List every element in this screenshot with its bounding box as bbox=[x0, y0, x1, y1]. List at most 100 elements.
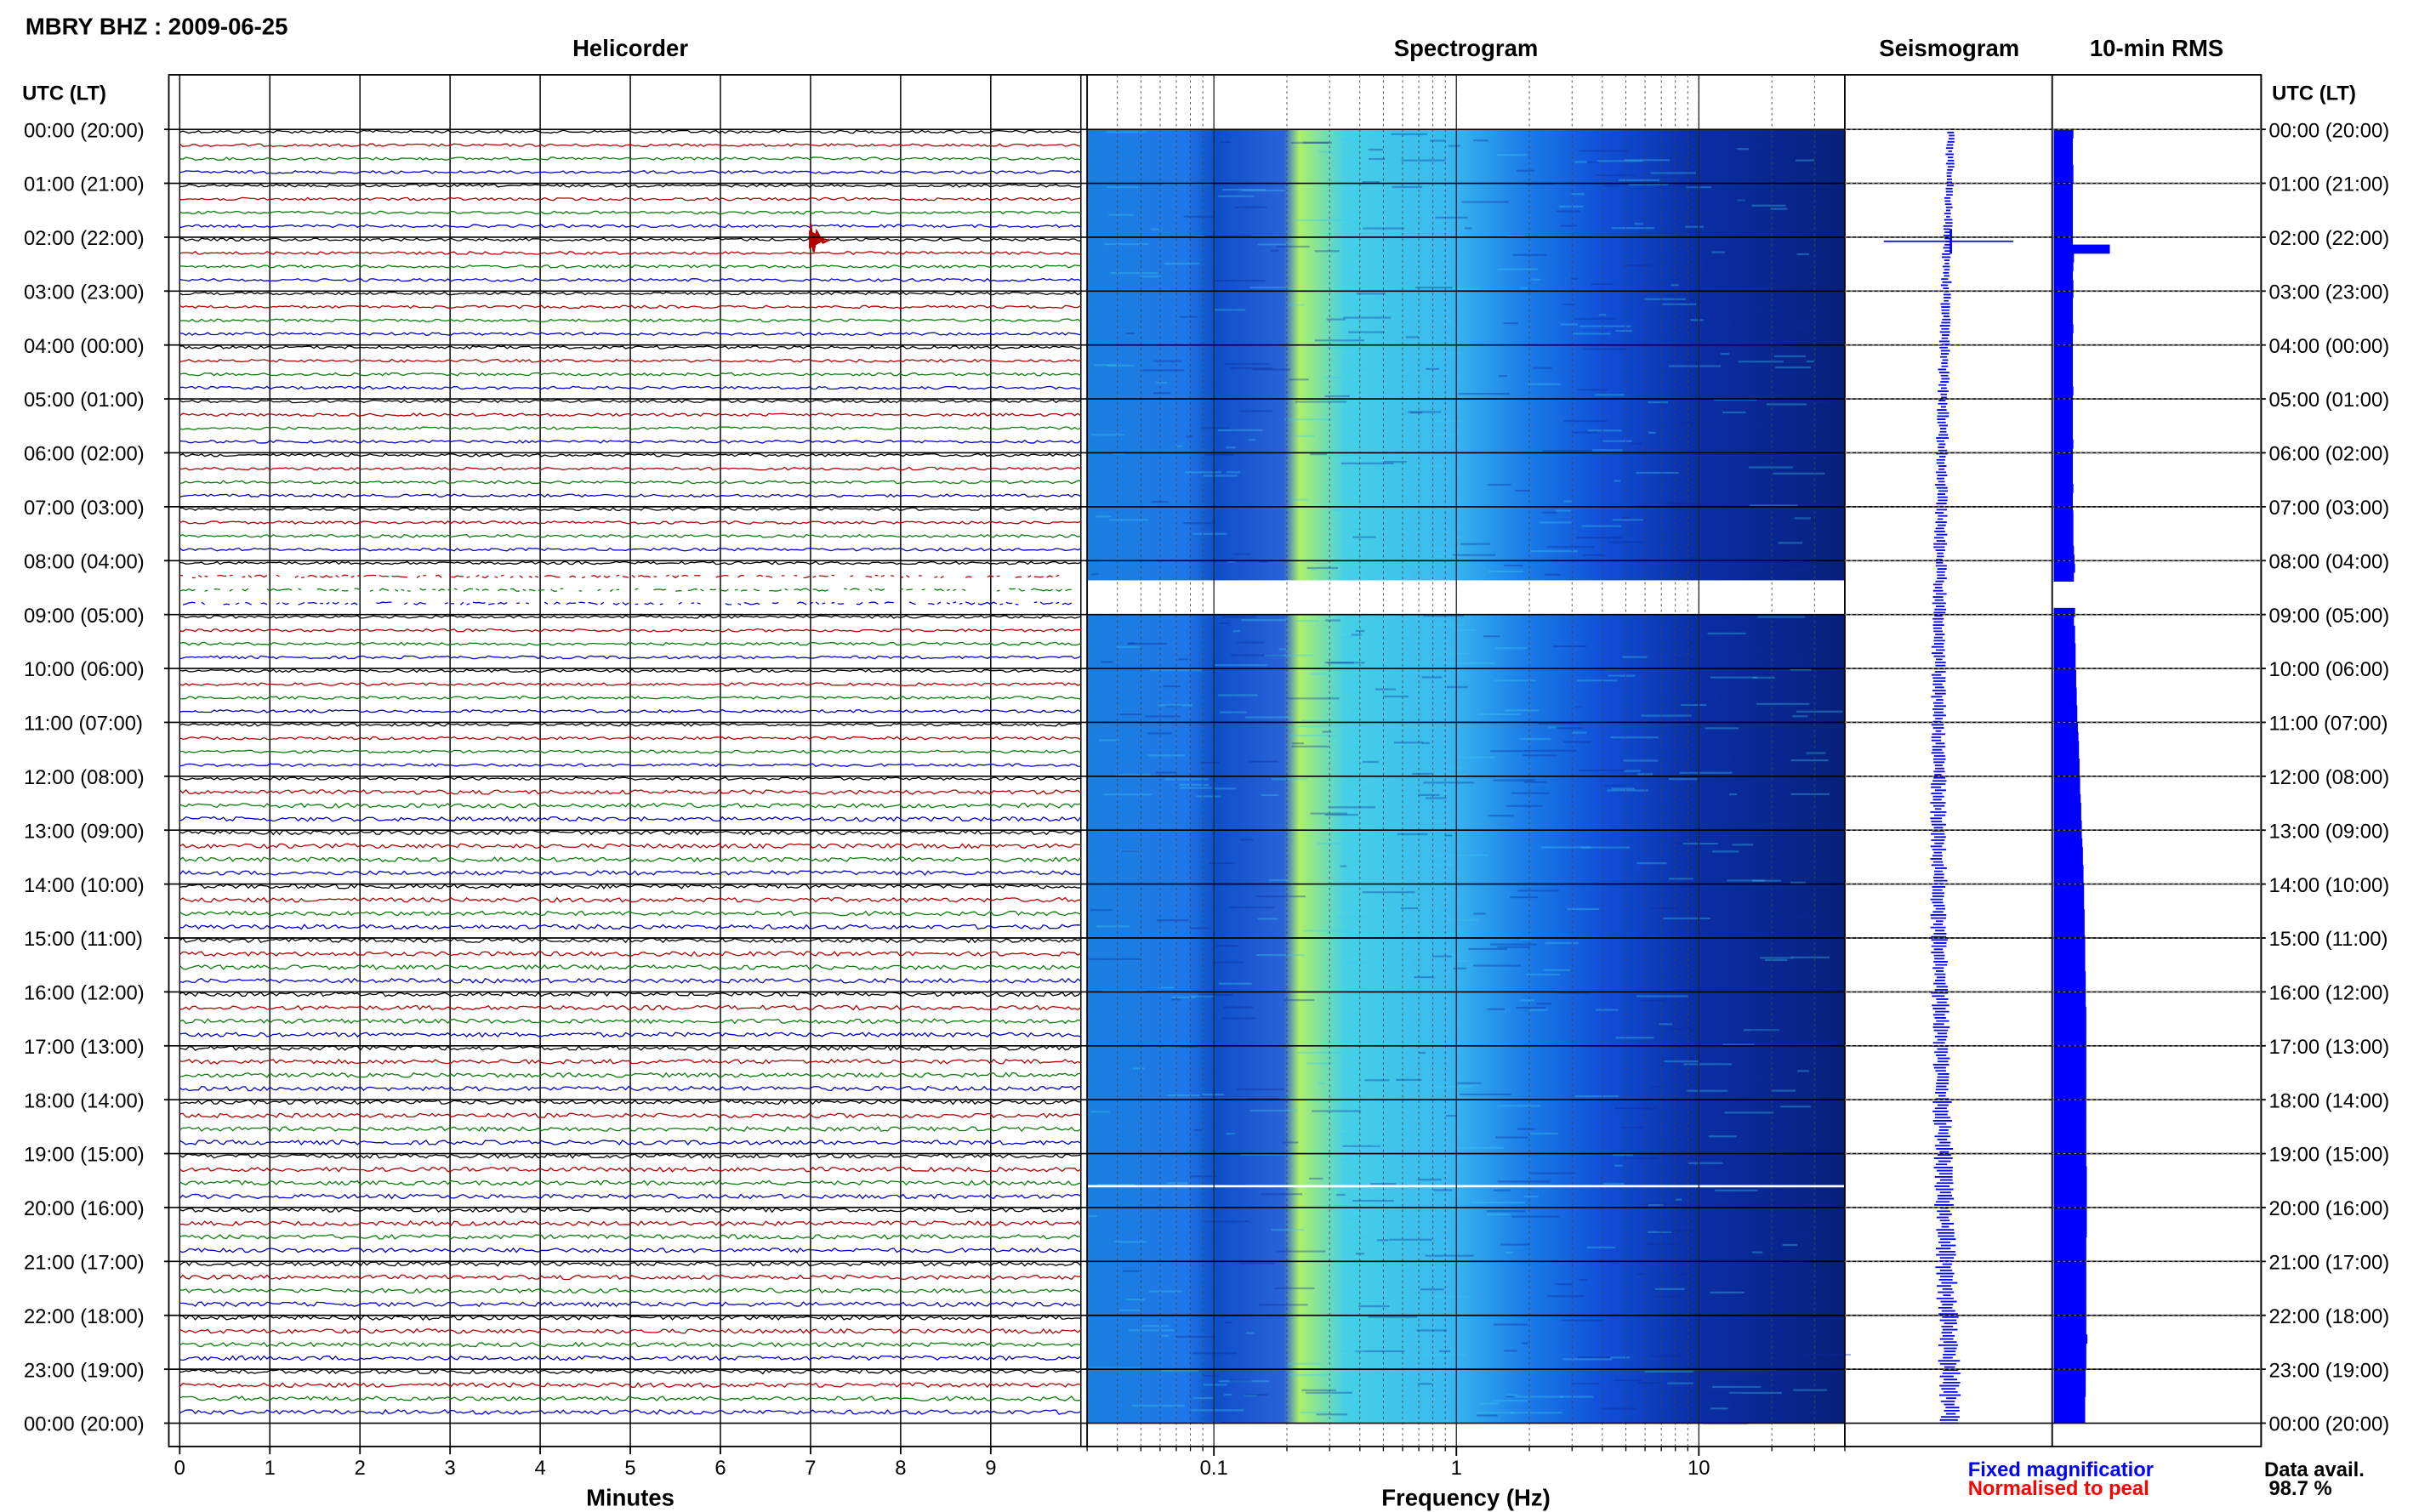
spectrogram-texture bbox=[1561, 303, 1576, 306]
spectrogram-texture bbox=[1505, 709, 1540, 712]
spectrogram-texture bbox=[1324, 395, 1350, 398]
spectrogram-texture bbox=[1418, 793, 1440, 796]
spectrogram-texture bbox=[1735, 423, 1767, 425]
rms-bar bbox=[2053, 1068, 2086, 1078]
rms-bar bbox=[2053, 749, 2080, 759]
spectrogram-texture bbox=[1488, 815, 1514, 817]
spectrogram-texture bbox=[1200, 761, 1220, 764]
spectrogram-texture bbox=[1363, 554, 1377, 557]
spectrogram-texture bbox=[1103, 793, 1153, 796]
spectrogram-texture bbox=[1145, 715, 1181, 718]
helicorder-trace bbox=[179, 615, 1081, 619]
spectrogram-texture bbox=[1203, 1384, 1227, 1386]
helicorder-panel bbox=[179, 74, 1082, 1447]
rms-bar bbox=[2053, 643, 2076, 653]
spectrogram-texture bbox=[1523, 781, 1547, 783]
spectrogram-texture bbox=[1336, 1193, 1346, 1197]
spectrogram-texture bbox=[1738, 361, 1784, 363]
spectrogram-texture bbox=[1656, 722, 1665, 725]
spectrogram-texture bbox=[1226, 471, 1240, 474]
spectrogram-texture bbox=[1372, 963, 1414, 966]
spectrogram-texture bbox=[1711, 251, 1725, 253]
spectrogram-texture bbox=[1800, 1235, 1807, 1237]
spectrogram-texture bbox=[1801, 725, 1847, 728]
helicorder-trace bbox=[179, 1140, 1082, 1145]
spectrogram-texture bbox=[1562, 741, 1591, 743]
spectrogram-texture bbox=[1386, 196, 1395, 198]
spectrogram-texture bbox=[1221, 1017, 1256, 1020]
helicorder-trace bbox=[179, 1085, 1081, 1092]
rms-bar bbox=[2053, 475, 2073, 485]
spectrogram-texture bbox=[1289, 378, 1309, 381]
spectrogram-texture bbox=[1127, 642, 1167, 645]
rms-bar bbox=[2053, 1174, 2087, 1185]
spectrogram-texture bbox=[1779, 1106, 1811, 1108]
spectrogram-texture bbox=[1664, 1060, 1699, 1063]
spectrogram-texture bbox=[1770, 207, 1788, 210]
spectrogram-texture bbox=[1248, 760, 1278, 763]
time-label-right: 10:00 (06:00) bbox=[2269, 658, 2390, 681]
rms-bar bbox=[2053, 173, 2074, 184]
spectrogram-texture bbox=[1682, 1332, 1734, 1335]
spectrogram-gap bbox=[1087, 580, 1845, 615]
spectrogram-texture bbox=[1125, 1299, 1145, 1301]
helicorder-trace bbox=[179, 1112, 1082, 1119]
helicorder-trace bbox=[179, 1382, 1081, 1389]
spectrogram-texture bbox=[1362, 891, 1415, 894]
spectrogram-texture bbox=[1341, 1219, 1370, 1221]
spectrogram-texture bbox=[1234, 553, 1250, 555]
spectrogram-texture bbox=[1115, 774, 1151, 776]
rms-bar bbox=[2053, 1157, 2086, 1167]
spectrogram-texture bbox=[1422, 820, 1446, 822]
helicorder-trace bbox=[179, 318, 1082, 323]
spectrogram-texture bbox=[1556, 210, 1581, 213]
spectrogram-texture bbox=[1658, 1230, 1697, 1232]
spectrogram-texture bbox=[1444, 834, 1453, 837]
spectrogram-texture bbox=[1710, 1407, 1728, 1410]
spectrogram-texture bbox=[1636, 471, 1679, 475]
spectrogram-texture bbox=[1714, 845, 1739, 848]
spectrogram-texture bbox=[1285, 1362, 1322, 1365]
spectrogram-texture bbox=[1358, 854, 1380, 856]
spectrogram-texture bbox=[1214, 787, 1236, 790]
spectrogram-texture bbox=[1433, 1189, 1453, 1191]
rms-bar bbox=[2053, 634, 2075, 644]
spectrogram-texture bbox=[1624, 1157, 1659, 1160]
spectrogram-texture bbox=[1346, 961, 1391, 964]
spectrogram-texture bbox=[1679, 771, 1733, 774]
spectrogram-texture bbox=[1218, 195, 1255, 197]
spectrogram-texture bbox=[1183, 215, 1214, 218]
spectrogram-texture bbox=[1091, 434, 1125, 436]
rms-bar bbox=[2053, 1299, 2086, 1309]
spectrogram-texture bbox=[1520, 999, 1534, 1002]
spectrogram-texture bbox=[1710, 895, 1733, 898]
spectrogram-texture bbox=[1711, 850, 1739, 853]
rms-bar bbox=[2053, 218, 2073, 228]
rms-bar bbox=[2053, 288, 2074, 298]
spectrogram-texture bbox=[1214, 961, 1244, 963]
spectrogram-texture bbox=[1497, 154, 1528, 156]
rms-bar bbox=[2053, 847, 2083, 856]
spectrogram-texture bbox=[1778, 542, 1803, 544]
spectrogram-texture bbox=[1510, 895, 1538, 899]
helicorder-trace bbox=[179, 1126, 1082, 1133]
spectrogram-texture bbox=[1431, 955, 1452, 958]
spectrogram-texture bbox=[1421, 676, 1443, 679]
spectrogram-texture bbox=[1794, 401, 1831, 404]
spectrogram-texture bbox=[1218, 982, 1252, 985]
rms-bar bbox=[2053, 785, 2080, 795]
spectrogram-texture bbox=[1611, 787, 1636, 790]
rms-bar bbox=[2053, 280, 2074, 290]
time-label-left: 18:00 (14:00) bbox=[24, 1089, 145, 1112]
spectrogram-texture bbox=[1375, 688, 1397, 691]
station-title: MBRY BHZ : 2009-06-25 bbox=[26, 13, 288, 39]
spectrogram-texture bbox=[1676, 842, 1689, 844]
spectrogram-texture bbox=[1127, 642, 1136, 645]
spectrogram-texture bbox=[1688, 184, 1725, 186]
spectrogram-texture bbox=[1226, 446, 1236, 449]
spectrogram-texture bbox=[1764, 1213, 1785, 1216]
spectrogram-texture bbox=[1414, 976, 1435, 979]
spectrogram-texture bbox=[1368, 148, 1384, 151]
spectrogram-texture bbox=[1158, 704, 1193, 707]
spectrogram-texture bbox=[1090, 908, 1113, 912]
